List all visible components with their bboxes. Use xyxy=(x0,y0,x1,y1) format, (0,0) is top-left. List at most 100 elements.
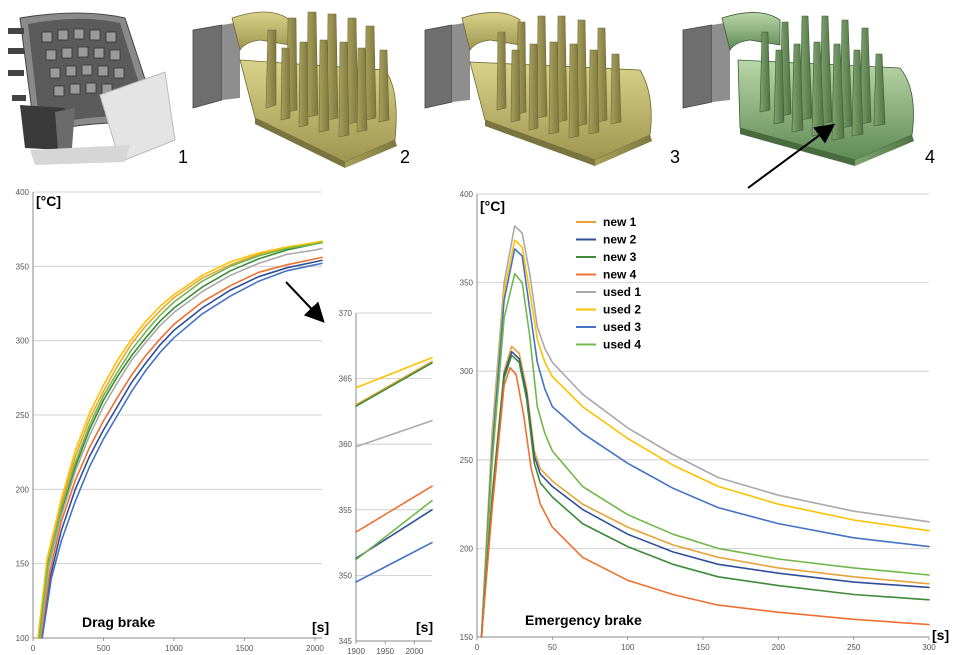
drag-series-used-4 xyxy=(38,241,323,639)
drag-y-tick-label: 350 xyxy=(16,262,30,271)
emerg-y-tick-label: 350 xyxy=(460,279,474,288)
zoom-y-ticks: 345 350 355 360 365 370 xyxy=(339,309,353,646)
drag-y-ticks: 100 150 200 250 300 350 400 xyxy=(16,188,30,643)
emerg-y-tick-label: 200 xyxy=(460,544,474,553)
drag-series-used-2 xyxy=(37,240,323,639)
drag-series-new-3 xyxy=(38,241,323,639)
zoom-axes xyxy=(355,313,432,644)
legend-label-used-1: used 1 xyxy=(603,285,641,299)
drag-series-new-1 xyxy=(37,241,323,639)
emerg-legend: new 1 new 2 new 3 new 4 used 1 used 2 used 3 us… xyxy=(576,215,641,352)
drag-series-new-4 xyxy=(40,256,323,639)
emerg-series-used-1 xyxy=(480,225,930,638)
emerg-x-tick-label: 150 xyxy=(696,643,710,652)
drag-y-unit: [°C] xyxy=(36,193,61,209)
drag-x-tick-label: 2000 xyxy=(306,644,324,653)
drag-x-tick-label: 0 xyxy=(31,644,36,653)
emergency-brake-chart: 150 200 250 300 350 400 0 50 100 150 200 250 300 ne… xyxy=(460,190,949,652)
drag-series-new-2 xyxy=(40,259,323,639)
emerg-x-ticks: 0 50 100 150 200 250 300 xyxy=(475,643,936,652)
drag-series-used-3 xyxy=(41,262,323,639)
zoom-chart: 345 350 355 360 365 370 1900 1950 2000 [s] xyxy=(339,309,433,655)
drag-axes xyxy=(32,192,322,641)
zoom-series-new-3 xyxy=(355,362,433,407)
zoom-series-new-4 xyxy=(355,485,433,533)
legend-label-used-3: used 3 xyxy=(603,320,641,334)
drag-y-tick-label: 100 xyxy=(16,634,30,643)
render-label-4: 4 xyxy=(925,147,935,167)
zoom-y-tick-label: 370 xyxy=(339,309,353,318)
zoom-x-tick-label: 1950 xyxy=(376,647,394,655)
emerg-lines xyxy=(480,225,930,638)
emerg-x-tick-label: 50 xyxy=(548,643,557,652)
zoom-series-new-1 xyxy=(355,360,433,406)
legend-label-new-3: new 3 xyxy=(603,250,637,264)
drag-brake-chart: 100 150 200 250 300 350 400 0 500 1000 1500 2000 [… xyxy=(16,188,329,653)
emerg-title: Emergency brake xyxy=(525,612,642,628)
zoom-y-tick-label: 345 xyxy=(339,637,353,646)
drag-x-tick-label: 1000 xyxy=(165,644,183,653)
emerg-y-unit: [°C] xyxy=(480,198,505,214)
zoom-x-tick-label: 2000 xyxy=(406,647,424,655)
drag-x-tick-label: 1500 xyxy=(236,644,254,653)
render-label-1: 1 xyxy=(178,147,188,167)
legend-label-used-4: used 4 xyxy=(603,338,641,352)
drag-y-tick-label: 250 xyxy=(16,411,30,420)
render-label-2: 2 xyxy=(400,147,410,167)
emerg-y-tick-label: 250 xyxy=(460,456,474,465)
emerg-y-ticks: 150 200 250 300 350 400 xyxy=(460,190,474,642)
drag-y-tick-label: 300 xyxy=(16,337,30,346)
emerg-axes xyxy=(476,194,930,640)
emerg-series-new-1 xyxy=(480,345,930,638)
arrow-to-render-4 xyxy=(747,123,836,189)
emerg-series-used-4 xyxy=(480,272,930,638)
zoom-x-ticks: 1900 1950 2000 xyxy=(347,647,424,655)
zoom-y-tick-label: 350 xyxy=(339,571,353,580)
zoom-series-used-4 xyxy=(355,499,433,561)
legend-label-used-2: used 2 xyxy=(603,303,641,317)
drag-lines xyxy=(37,240,323,639)
legend-label-new-2: new 2 xyxy=(603,233,637,247)
zoom-y-tick-label: 355 xyxy=(339,506,353,515)
emerg-x-tick-label: 200 xyxy=(772,643,786,652)
emerg-series-new-2 xyxy=(480,350,930,638)
render-1-brake-assembly-icon xyxy=(8,12,176,165)
drag-series-used-1 xyxy=(39,247,323,639)
drag-grid xyxy=(33,191,322,639)
emerg-series-new-3 xyxy=(480,354,930,638)
legend-label-new-1: new 1 xyxy=(603,215,637,229)
emerg-x-tick-label: 100 xyxy=(621,643,635,652)
drag-y-tick-label: 200 xyxy=(16,485,30,494)
drag-x-tick-label: 500 xyxy=(97,644,111,653)
zoom-x-unit: [s] xyxy=(416,619,433,635)
emerg-series-used-2 xyxy=(480,239,930,638)
emerg-y-tick-label: 150 xyxy=(460,633,474,642)
zoom-x-tick-label: 1900 xyxy=(347,647,365,655)
render-3-gold-part-icon xyxy=(424,12,652,166)
render-4-green-part-icon xyxy=(682,12,914,166)
emerg-grid xyxy=(477,193,929,638)
drag-y-tick-label: 400 xyxy=(16,188,30,197)
zoom-series-used-1 xyxy=(355,419,433,448)
zoom-series-used-3 xyxy=(355,541,433,583)
emerg-series-used-3 xyxy=(480,248,930,638)
emerg-y-tick-label: 300 xyxy=(460,367,474,376)
emerg-y-tick-label: 400 xyxy=(460,190,474,199)
zoom-y-tick-label: 365 xyxy=(339,375,353,384)
emerg-x-unit: [s] xyxy=(932,627,949,643)
render-2-gold-part-icon xyxy=(192,11,397,168)
emerg-x-tick-label: 0 xyxy=(475,643,480,652)
zoom-y-tick-label: 360 xyxy=(339,440,353,449)
drag-x-ticks: 0 500 1000 1500 2000 xyxy=(31,644,325,653)
drag-x-unit: [s] xyxy=(312,619,329,635)
drag-y-tick-label: 150 xyxy=(16,560,30,569)
render-label-3: 3 xyxy=(670,147,680,167)
zoom-series-used-2 xyxy=(355,356,433,389)
arrow-to-zoom xyxy=(285,281,325,323)
emerg-x-tick-label: 250 xyxy=(847,643,861,652)
drag-title: Drag brake xyxy=(82,614,155,630)
zoom-lines xyxy=(355,356,433,583)
emerg-x-tick-label: 300 xyxy=(922,643,936,652)
legend-label-new-4: new 4 xyxy=(603,268,637,282)
